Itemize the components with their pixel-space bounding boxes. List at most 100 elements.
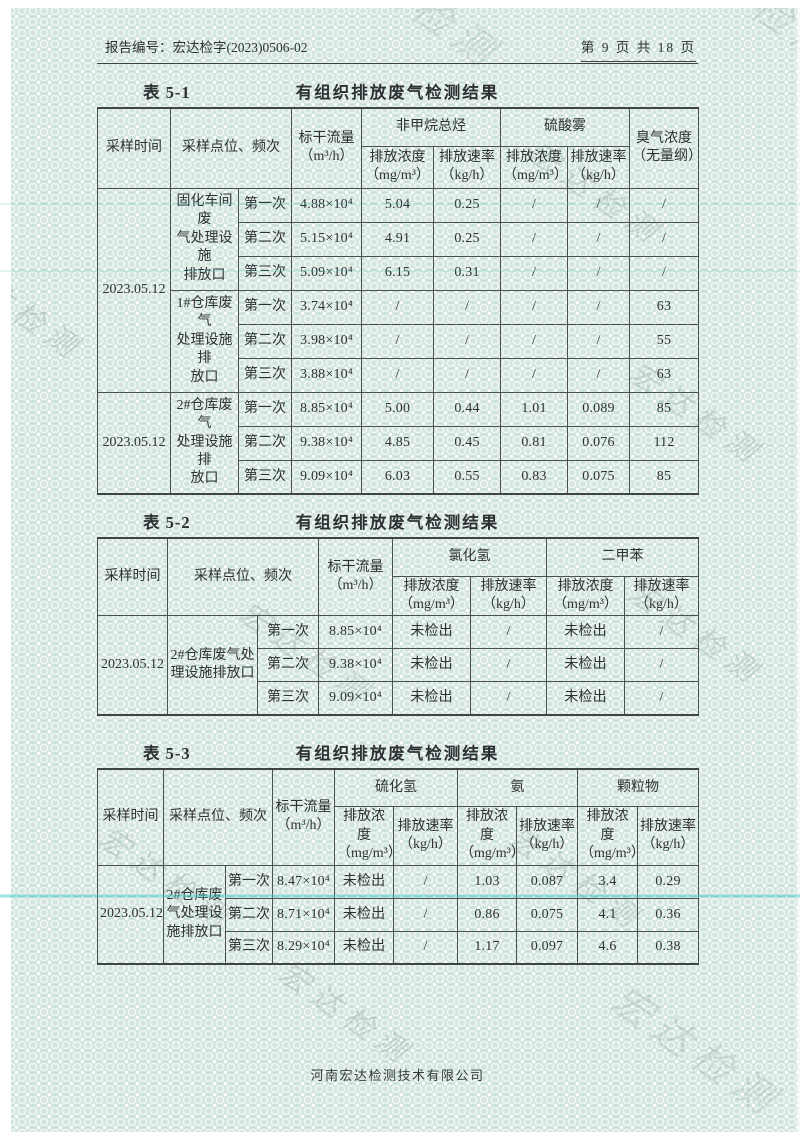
- col-header-h2s: 硫化氢: [334, 768, 458, 808]
- frequency-cell: 第一次: [238, 289, 292, 325]
- col-header-xylene: 二甲苯: [546, 537, 699, 577]
- data-cell: /: [624, 648, 699, 683]
- data-cell: /: [500, 255, 568, 291]
- data-cell: 1.03: [457, 864, 517, 899]
- sample-date-cell: 2023.05.12: [97, 864, 164, 965]
- data-cell: 8.71×10⁴: [272, 897, 335, 932]
- col-header-sample-point: 采样点位、频次: [167, 537, 319, 617]
- frequency-cell: 第三次: [238, 255, 292, 291]
- col-header-rate: 排放速率 （kg/h）: [567, 145, 630, 189]
- col-header-concentration: 排放浓度 （mg/m³）: [577, 806, 638, 866]
- table-5-1: 采样时间 采样点位、频次 标干流量 （m³/h） 非甲烷总烃 硫酸雾 臭气浓度 …: [97, 107, 699, 495]
- table-row: 2023.05.12 2#仓库废气 处理设施排 放口 第一次 8.85×10⁴ …: [97, 391, 699, 495]
- sample-date-cell: 2023.05.12: [97, 187, 171, 393]
- data-cell: 未检出: [334, 930, 394, 965]
- data-cell: 3.74×10⁴: [291, 289, 362, 325]
- data-cell: 4.85: [361, 425, 434, 461]
- sample-date-cell: 2023.05.12: [97, 615, 168, 716]
- table-heading: 有组织排放废气检测结果: [295, 743, 500, 763]
- data-cell: /: [567, 357, 630, 393]
- data-cell: 0.25: [433, 187, 501, 223]
- data-cell: 9.38×10⁴: [291, 425, 362, 461]
- col-header-sample-point: 采样点位、频次: [163, 768, 273, 866]
- data-cell: 6.15: [361, 255, 434, 291]
- data-cell: /: [393, 930, 458, 965]
- col-header-hcl: 氯化氢: [392, 537, 547, 577]
- sample-point-cell: 1#仓库废气 处理设施排 放口: [170, 289, 239, 393]
- data-cell: 0.44: [433, 391, 501, 427]
- col-header-rate: 排放速率 （kg/h）: [516, 806, 578, 866]
- col-header-rate: 排放速率 （kg/h）: [433, 145, 501, 189]
- data-cell: /: [393, 897, 458, 932]
- data-cell: 0.25: [433, 221, 501, 257]
- frequency-cell: 第一次: [238, 187, 292, 223]
- data-cell: 未检出: [546, 648, 625, 683]
- data-cell: 0.097: [516, 930, 578, 965]
- page-number: 第 9 页 共 18 页: [580, 36, 696, 62]
- data-cell: 0.075: [567, 459, 630, 495]
- data-cell: 0.86: [457, 897, 517, 932]
- frequency-cell: 第一次: [225, 864, 273, 899]
- table-tag: 表 5-3: [143, 743, 191, 763]
- frequency-cell: 第二次: [238, 425, 292, 461]
- sample-point-cell: 2#仓库废 气处理设 施排放口: [163, 864, 226, 965]
- data-cell: 0.83: [500, 459, 568, 495]
- data-cell: 5.15×10⁴: [291, 221, 362, 257]
- data-cell: /: [470, 681, 547, 716]
- col-header-concentration: 排放浓度 （mg/m³）: [457, 806, 517, 866]
- col-header-rate: 排放速率 （kg/h）: [624, 575, 699, 617]
- scan-margin-top: [0, 0, 800, 8]
- table-row: 第三次 3.88×10⁴ / / / / 63: [98, 357, 699, 393]
- data-cell: 未检出: [392, 681, 471, 716]
- frequency-cell: 第一次: [238, 391, 292, 427]
- table-tag: 表 5-1: [143, 83, 191, 102]
- data-cell: 0.075: [516, 897, 578, 932]
- data-cell: /: [624, 681, 699, 716]
- data-cell: 63: [629, 357, 699, 393]
- data-cell: 85: [629, 391, 699, 427]
- data-cell: 5.00: [361, 391, 434, 427]
- data-cell: 5.09×10⁴: [291, 255, 362, 291]
- data-cell: 0.36: [637, 897, 699, 932]
- data-cell: 112: [629, 425, 699, 461]
- data-cell: 4.6: [577, 930, 638, 965]
- table-row: 第三次 9.09×10⁴ 未检出 / 未检出 /: [98, 681, 699, 716]
- data-cell: 85: [629, 459, 699, 495]
- table-row: 第二次 9.38×10⁴ 4.85 0.45 0.81 0.076 112: [98, 425, 699, 461]
- table-5-1-title: 表 5-1 有组织排放废气检测结果: [97, 81, 698, 105]
- scan-margin-right: [797, 0, 800, 1132]
- data-cell: 0.076: [567, 425, 630, 461]
- data-cell: 0.55: [433, 459, 501, 495]
- table-row: 第三次 9.09×10⁴ 6.03 0.55 0.83 0.075 85: [98, 459, 699, 495]
- data-cell: /: [361, 357, 434, 393]
- col-header-flow: 标干流量 （m³/h）: [291, 107, 362, 189]
- table-row: 2023.05.12 2#仓库废气处 理设施排放口 第一次 8.85×10⁴ 未…: [97, 615, 699, 716]
- frequency-cell: 第二次: [238, 323, 292, 359]
- col-header-rate: 排放速率 （kg/h）: [470, 575, 547, 617]
- data-cell: 3.4: [577, 864, 638, 899]
- data-cell: /: [361, 323, 434, 359]
- data-cell: /: [500, 357, 568, 393]
- data-cell: /: [567, 221, 630, 257]
- data-cell: 0.089: [567, 391, 630, 427]
- data-cell: 8.47×10⁴: [272, 864, 335, 899]
- watermark: 宏达检测: [0, 251, 90, 369]
- data-cell: /: [433, 357, 501, 393]
- col-header-particulate: 颗粒物: [577, 768, 699, 808]
- col-header-concentration: 排放浓度 （mg/m³）: [334, 806, 394, 866]
- data-cell: /: [500, 221, 568, 257]
- data-cell: 3.88×10⁴: [291, 357, 362, 393]
- data-cell: /: [433, 289, 501, 325]
- data-cell: 8.85×10⁴: [291, 391, 362, 427]
- table-5-2-title: 表 5-2 有组织排放废气检测结果: [97, 511, 698, 535]
- data-cell: /: [624, 615, 699, 650]
- data-cell: /: [361, 289, 434, 325]
- data-cell: 6.03: [361, 459, 434, 495]
- data-cell: /: [629, 187, 699, 223]
- data-cell: 4.91: [361, 221, 434, 257]
- data-cell: /: [500, 323, 568, 359]
- data-cell: 9.09×10⁴: [318, 681, 393, 716]
- table-row: 第二次 9.38×10⁴ 未检出 / 未检出 /: [98, 648, 699, 683]
- table-row: 1#仓库废气 处理设施排 放口 第一次 3.74×10⁴ / / / / 63: [98, 289, 699, 393]
